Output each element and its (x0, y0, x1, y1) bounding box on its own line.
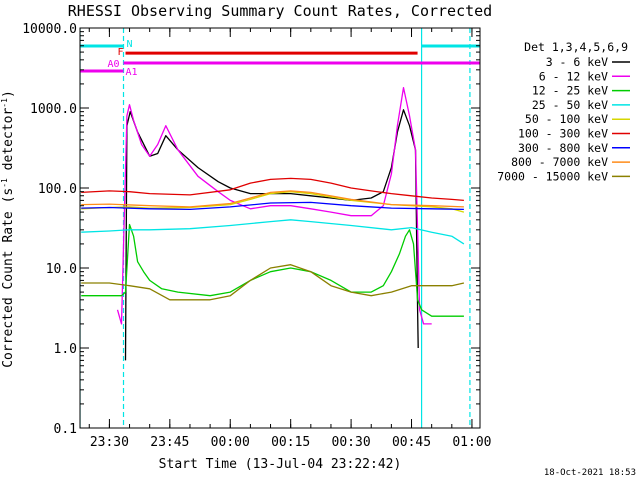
legend-label-4: 50 - 100 keV (525, 112, 608, 126)
legend-label-6: 300 - 800 keV (518, 141, 608, 155)
y-tick-label: 10000.0 (22, 22, 77, 37)
y-tick-label: 1000.0 (30, 102, 77, 117)
legend-label-0: 3 - 6 keV (546, 55, 608, 69)
x-axis-label: Start Time (13-Jul-04 23:22:42) (159, 457, 402, 472)
series-line-7 (81, 190, 464, 208)
x-tick-label: 23:30 (90, 435, 129, 450)
x-tick-label: 00:45 (392, 435, 431, 450)
series-line-1 (116, 86, 432, 325)
legend-title: Det 1,3,4,5,6,9 (524, 40, 628, 54)
y-tick-label: 1.0 (54, 342, 77, 357)
timestamp: 18-Oct-2021 18:53 (544, 468, 636, 478)
chart-title: RHESSI Observing Summary Count Rates, Co… (68, 2, 492, 20)
x-tick-label: 00:00 (211, 435, 250, 450)
flag-label-f: F (117, 47, 123, 58)
flag-label-a0: A0 (107, 59, 119, 70)
series-line-2 (81, 223, 464, 317)
series-line-4 (81, 191, 465, 213)
flag-label-n: N (127, 39, 133, 50)
x-tick-label: 01:00 (452, 435, 491, 450)
series-line-8 (81, 264, 465, 301)
series-line-0 (124, 109, 419, 361)
legend-label-3: 25 - 50 keV (532, 98, 608, 112)
legend-label-5: 100 - 300 keV (518, 127, 608, 141)
y-tick-label: 10.0 (46, 262, 77, 277)
legend-label-2: 12 - 25 keV (532, 84, 608, 98)
y-tick-label: 0.1 (54, 422, 77, 437)
series-line-3 (81, 219, 465, 245)
legend-label-8: 7000 - 15000 keV (497, 169, 608, 183)
y-axis-label: Corrected Count Rate (s-1 detector-1) (0, 90, 16, 368)
series-line-6 (81, 201, 464, 211)
x-tick-label: 00:15 (271, 435, 310, 450)
y-tick-label: 100.0 (38, 182, 77, 197)
series-line-5 (81, 177, 464, 202)
x-tick-label: 23:45 (150, 435, 189, 450)
flag-label-a1: A1 (126, 67, 138, 78)
plot-frame (79, 27, 481, 429)
legend-label-7: 800 - 7000 keV (511, 155, 608, 169)
legend-label-1: 6 - 12 keV (539, 69, 608, 83)
axis-layer: 0.1 1.0 10.0 100.0 1000.0 10000.0 23:30 23:45 00… (22, 22, 491, 450)
x-tick-label: 00:30 (332, 435, 371, 450)
